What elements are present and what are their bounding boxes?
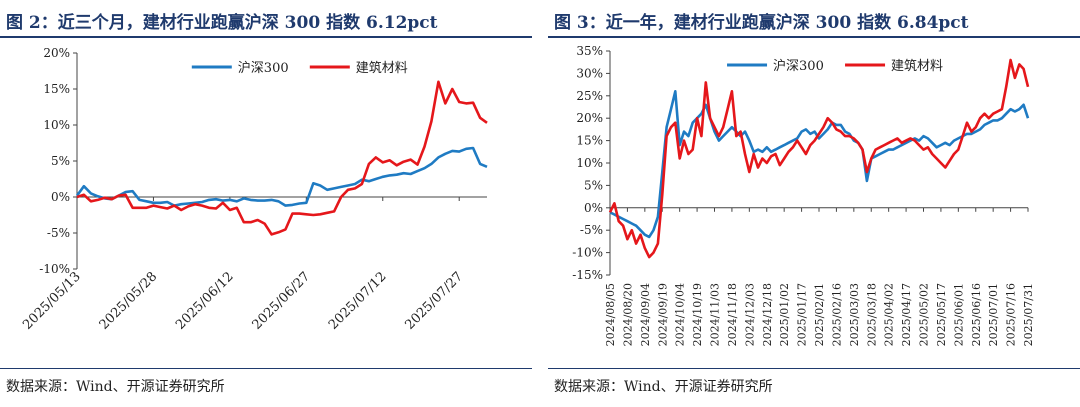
- x-tick-label: 2024/12/18: [761, 283, 774, 346]
- series-line-hs300: [609, 89, 1030, 239]
- x-tick-label: 2025/02/01: [813, 283, 826, 346]
- x-tick-label: 2024/08/20: [621, 283, 634, 346]
- legend-label: 建筑材料: [891, 58, 943, 74]
- source-rule: [548, 368, 1080, 369]
- x-tick-label: 2025/06/01: [952, 283, 965, 346]
- chart-panel-right: 图 3：近一年，建材行业跑赢沪深 300 指数 6.84pct 35% 30% 25…: [548, 0, 1080, 407]
- source-note: 数据来源：Wind、开源证券研究所: [554, 379, 773, 395]
- x-tick-label: 2025/03/18: [865, 283, 878, 346]
- line-chart: 20% 15% 10% 5% 0% -5% -10%2025/05/13 2025/05/28…: [20, 46, 488, 333]
- x-tick-label: 2025/04/02: [883, 283, 896, 346]
- title-rule: [548, 36, 1080, 38]
- legend-label: 沪深300: [773, 58, 824, 74]
- y-tick-label: 15%: [43, 82, 70, 96]
- x-tick-label: 2025/06/12: [173, 269, 237, 333]
- y-tick-label: 30%: [576, 66, 603, 80]
- source-note: 数据来源：Wind、开源证券研究所: [6, 379, 225, 395]
- chart-title: 图 3：近一年，建材行业跑赢沪深 300 指数 6.84pct: [554, 13, 969, 33]
- y-tick-label: -5%: [580, 223, 603, 237]
- legend-label: 沪深300: [238, 60, 289, 76]
- x-tick-label: 2025/07/31: [1022, 283, 1035, 346]
- x-tick-label: 2024/10/04: [674, 283, 687, 346]
- title-rule: [0, 36, 532, 38]
- x-tick-label: 2025/01/02: [778, 283, 791, 346]
- y-tick-label: 10%: [576, 156, 603, 170]
- y-tick-label: 35%: [576, 44, 603, 58]
- x-tick-label: 2025/05/17: [935, 283, 948, 346]
- y-tick-label: -15%: [572, 268, 603, 282]
- y-tick-label: 25%: [576, 89, 603, 103]
- x-tick-label: 2024/11/03: [709, 283, 722, 346]
- y-tick-label: 15%: [576, 134, 603, 148]
- x-tick-label: 2025/07/12: [326, 269, 390, 333]
- y-tick-label: 5%: [584, 178, 603, 192]
- x-tick-label: 2024/10/19: [691, 283, 704, 346]
- x-tick-label: 2024/08/05: [604, 283, 617, 346]
- x-tick-label: 2025/05/28: [97, 269, 161, 333]
- y-tick-label: -10%: [39, 262, 70, 276]
- y-tick-label: 10%: [43, 118, 70, 132]
- x-tick-label: 2024/12/03: [743, 283, 756, 346]
- y-tick-label: 0%: [51, 190, 70, 204]
- legend-label: 建筑材料: [356, 60, 408, 76]
- y-tick-label: 20%: [43, 46, 70, 60]
- series-line-hs300: [75, 146, 488, 207]
- y-tick-label: -5%: [47, 226, 70, 240]
- x-tick-label: 2025/03/03: [848, 283, 861, 346]
- y-tick-label: 0%: [584, 201, 603, 215]
- x-tick-label: 2025/07/01: [987, 283, 1000, 346]
- chart-title: 图 2：近三个月，建材行业跑赢沪深 300 指数 6.12pct: [6, 13, 438, 33]
- series-line-building-materials: [76, 80, 488, 236]
- x-tick-label: 2025/06/16: [970, 283, 983, 346]
- x-tick-label: 2025/05/13: [20, 269, 84, 333]
- line-chart: 35%30%25%20%15%10%5%0%-5%-10%-15%2024/08…: [572, 44, 1035, 346]
- series-line-building-materials: [608, 58, 1030, 259]
- x-tick-label: 2025/07/16: [1005, 283, 1018, 346]
- x-tick-label: 2025/04/17: [900, 283, 913, 346]
- x-tick-label: 2025/01/17: [796, 283, 809, 346]
- x-tick-label: 2025/07/27: [402, 269, 466, 333]
- x-tick-label: 2025/05/02: [918, 283, 931, 346]
- x-tick-label: 2025/06/27: [250, 269, 314, 333]
- chart-panel-left: 图 2：近三个月，建材行业跑赢沪深 300 指数 6.12pct 20% 15% 1…: [0, 0, 532, 407]
- x-tick-label: 2025/02/16: [830, 283, 843, 346]
- y-tick-label: 5%: [51, 154, 70, 168]
- y-tick-label: -10%: [572, 246, 603, 260]
- y-tick-label: 20%: [576, 111, 603, 125]
- x-tick-label: 2024/09/04: [639, 283, 652, 346]
- x-tick-label: 2024/11/18: [726, 283, 739, 346]
- x-tick-label: 2024/09/19: [656, 283, 669, 346]
- source-rule: [0, 368, 532, 369]
